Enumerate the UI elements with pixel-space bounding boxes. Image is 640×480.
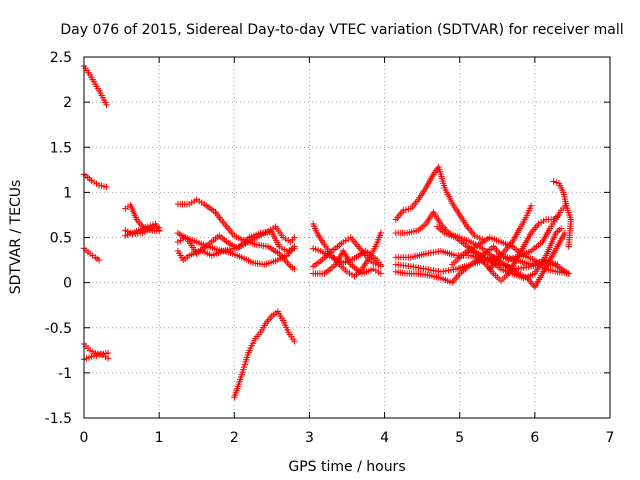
x-axis-label: GPS time / hours bbox=[288, 459, 405, 475]
series-trk03 bbox=[80, 245, 103, 264]
y-tick-label: -1 bbox=[58, 366, 72, 382]
x-tick-label: 7 bbox=[606, 430, 615, 446]
series-trk26 bbox=[550, 178, 575, 250]
x-tick-label: 4 bbox=[380, 430, 389, 446]
x-tick-label: 0 bbox=[80, 430, 89, 446]
y-tick-label: 0.5 bbox=[50, 231, 72, 247]
data-point-marker bbox=[103, 101, 110, 109]
data-point-marker bbox=[291, 243, 298, 250]
series-trk22 bbox=[392, 202, 569, 286]
grid-lines bbox=[84, 57, 610, 418]
series-trk01 bbox=[80, 62, 110, 109]
x-tick-label: 1 bbox=[155, 430, 164, 446]
data-point-marker bbox=[291, 338, 298, 345]
data-points bbox=[80, 62, 575, 401]
series-trk02 bbox=[80, 171, 110, 191]
series-trk24 bbox=[460, 211, 563, 285]
x-tick-label: 5 bbox=[455, 430, 464, 446]
data-point-marker bbox=[291, 234, 298, 241]
y-tick-label: 2 bbox=[63, 95, 72, 111]
chart-title: Day 076 of 2015, Sidereal Day-to-day VTE… bbox=[60, 22, 623, 38]
data-point-marker bbox=[104, 355, 112, 362]
y-tick-label: 1 bbox=[63, 185, 72, 201]
data-point-marker bbox=[377, 270, 385, 277]
y-tick-label: 2.5 bbox=[50, 50, 72, 66]
data-point-marker bbox=[527, 202, 535, 210]
series-trk09 bbox=[174, 196, 298, 273]
series-trk13 bbox=[231, 308, 298, 401]
series-trk18 bbox=[392, 163, 486, 243]
series-trk17 bbox=[309, 247, 385, 277]
series-trk27 bbox=[449, 234, 572, 277]
series-trk12 bbox=[174, 223, 298, 264]
series-trk11 bbox=[174, 234, 298, 268]
data-point-marker bbox=[555, 211, 563, 219]
y-tick-label: 1.5 bbox=[50, 140, 72, 156]
x-tick-label: 6 bbox=[530, 430, 539, 446]
y-tick-label: -1.5 bbox=[45, 411, 72, 427]
data-point-marker bbox=[377, 229, 385, 237]
data-point-marker bbox=[291, 265, 298, 273]
data-point-marker bbox=[557, 225, 565, 232]
y-tick-label: 0 bbox=[63, 276, 72, 292]
y-axis-label: SDTVAR / TECUs bbox=[8, 180, 24, 295]
data-point-marker bbox=[155, 227, 163, 234]
axis-ticks: 0 1 2 3 4 5 6 7 2.5 2 1.5 1 0.5 0 -0.5 -1 -1.5 bbox=[45, 50, 615, 446]
series-trk16 bbox=[309, 234, 385, 270]
data-point-marker bbox=[565, 270, 572, 277]
data-point-marker bbox=[104, 349, 112, 357]
x-tick-label: 2 bbox=[230, 430, 239, 446]
data-point-marker bbox=[103, 183, 110, 191]
x-tick-label: 3 bbox=[305, 430, 314, 446]
data-point-marker bbox=[377, 263, 385, 270]
series-trk08 bbox=[122, 220, 163, 239]
plot-frame bbox=[83, 56, 611, 419]
y-tick-label: -0.5 bbox=[45, 321, 72, 337]
data-point-marker bbox=[565, 243, 572, 250]
data-point-marker bbox=[554, 261, 561, 268]
data-point-marker bbox=[95, 256, 103, 264]
